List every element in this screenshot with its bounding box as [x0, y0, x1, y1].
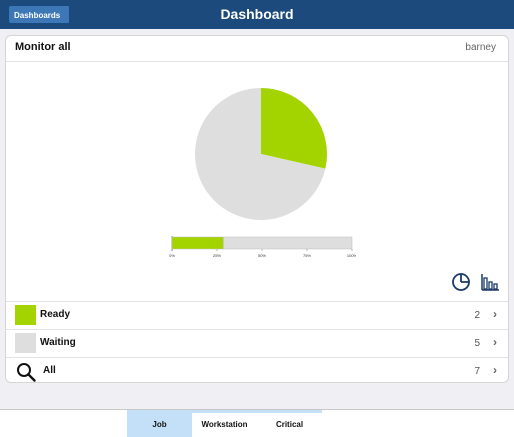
header-bar: Dashboards Dashboard: [0, 0, 514, 29]
tab-workstation[interactable]: Workstation: [192, 410, 257, 437]
list-item-count: 5: [474, 338, 480, 349]
bar-tick-label: 100%: [347, 253, 356, 258]
username: barney: [465, 42, 496, 53]
bar-chart-view-button[interactable]: [480, 272, 500, 292]
chevron-right-icon: ›: [493, 363, 497, 377]
page-title: Dashboard: [220, 6, 294, 22]
list-item-count: 2: [474, 310, 480, 321]
tab-job[interactable]: Job: [127, 410, 192, 437]
pie-chart-view-button[interactable]: [451, 272, 471, 292]
bar-segment-ready: [171, 236, 224, 250]
list-item-ready[interactable]: Ready 2 ›: [6, 301, 508, 328]
waiting-color-swatch: [15, 333, 36, 353]
bar-tick-label: 50%: [258, 253, 266, 258]
dashboards-back-label: Dashboards: [14, 11, 61, 20]
pie-slice-waiting: [195, 88, 326, 221]
ready-color-swatch: [15, 305, 36, 325]
list-item-label: Waiting: [40, 337, 76, 348]
tab-critical[interactable]: Critical: [257, 410, 322, 437]
tab-bar: Job Workstation Critical: [0, 409, 514, 437]
list-item-label: All: [43, 365, 56, 376]
list-item-all[interactable]: All 7 ›: [6, 357, 508, 382]
dashboards-back-button[interactable]: Dashboards: [8, 5, 71, 24]
bar-chart-icon: [481, 274, 499, 291]
chevron-right-icon: ›: [493, 335, 497, 349]
list-item-waiting[interactable]: Waiting 5 ›: [6, 329, 508, 356]
list-item-label: Ready: [40, 309, 71, 320]
search-icon: [17, 363, 36, 382]
bar-segment-waiting: [223, 236, 353, 250]
list-item-count: 7: [474, 366, 480, 377]
stacked-bar-chart: 0% 25% 50% 75% 100%: [169, 236, 356, 258]
pie-chart-icon: [452, 273, 470, 291]
bar-tick-label: 75%: [303, 253, 311, 258]
pie-slice-ready: [261, 88, 327, 169]
bar-tick-label: 25%: [213, 253, 221, 258]
monitor-title: Monitor all: [15, 41, 71, 53]
bar-tick-label: 0%: [169, 253, 175, 258]
card-header: Monitor all barney: [6, 36, 508, 62]
monitor-card: Monitor all barney 0% 25% 50% 75% 100% Ready…: [5, 35, 509, 383]
pie-chart: [195, 88, 327, 221]
chevron-right-icon: ›: [493, 307, 497, 321]
